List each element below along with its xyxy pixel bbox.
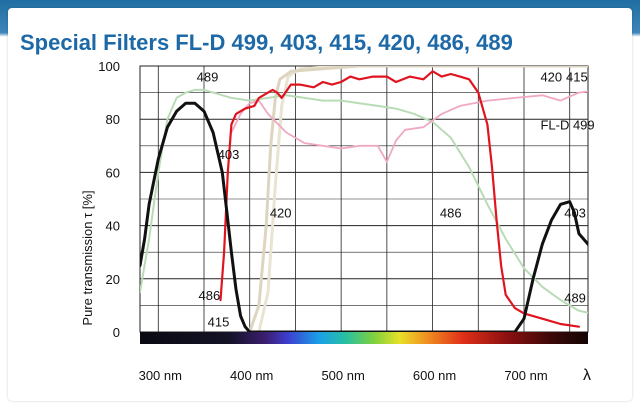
series-line-415: [248, 66, 588, 332]
series-line-499: [230, 90, 588, 163]
axis-ticks: 0 20 40 60 80 100 300 nm 400 nm 500 nm 600 nm 700 …: [98, 59, 547, 383]
curve-label: 415: [566, 70, 588, 85]
y-axis-title: Pure transmission τ [%]: [80, 190, 95, 325]
series-line-489: [140, 88, 588, 314]
curve-label: 489: [197, 70, 219, 85]
x-tick-label: 300 nm: [139, 368, 182, 383]
series-group: [140, 66, 588, 332]
series-line-420: [257, 66, 588, 332]
curve-label: 415: [208, 314, 230, 329]
series-line-403: [140, 101, 588, 332]
curve-label: 403: [218, 147, 240, 162]
y-tick-label: 20: [106, 272, 120, 287]
curve-label: 489: [564, 290, 586, 305]
x-tick-label: 700 nm: [504, 368, 547, 383]
curve-labels: 489 403 420 486 415 420 415 FL-D 499 486 403 489: [197, 70, 595, 330]
spectrum-bar: [140, 332, 588, 344]
grid: [139, 65, 589, 333]
curve-label: 420: [270, 205, 292, 220]
curve-label: 403: [564, 205, 586, 220]
y-tick-label: 0: [113, 325, 120, 340]
chart-title: Special Filters FL-D 499, 403, 415, 420,…: [20, 30, 513, 55]
y-tick-label: 100: [98, 59, 120, 74]
x-tick-label: 500 nm: [321, 368, 364, 383]
y-tick-label: 80: [106, 112, 120, 127]
y-tick-label: 40: [106, 219, 120, 234]
x-tick-label: 600 nm: [413, 368, 456, 383]
x-axis-title: λ: [583, 367, 591, 384]
x-tick-label: 400 nm: [230, 368, 273, 383]
series-line-486: [219, 70, 580, 328]
curve-label: 486: [440, 205, 462, 220]
y-tick-label: 60: [106, 165, 120, 180]
curve-label: 486: [199, 288, 221, 303]
curve-label: 420: [540, 70, 562, 85]
curve-label: FL-D 499: [540, 118, 594, 133]
